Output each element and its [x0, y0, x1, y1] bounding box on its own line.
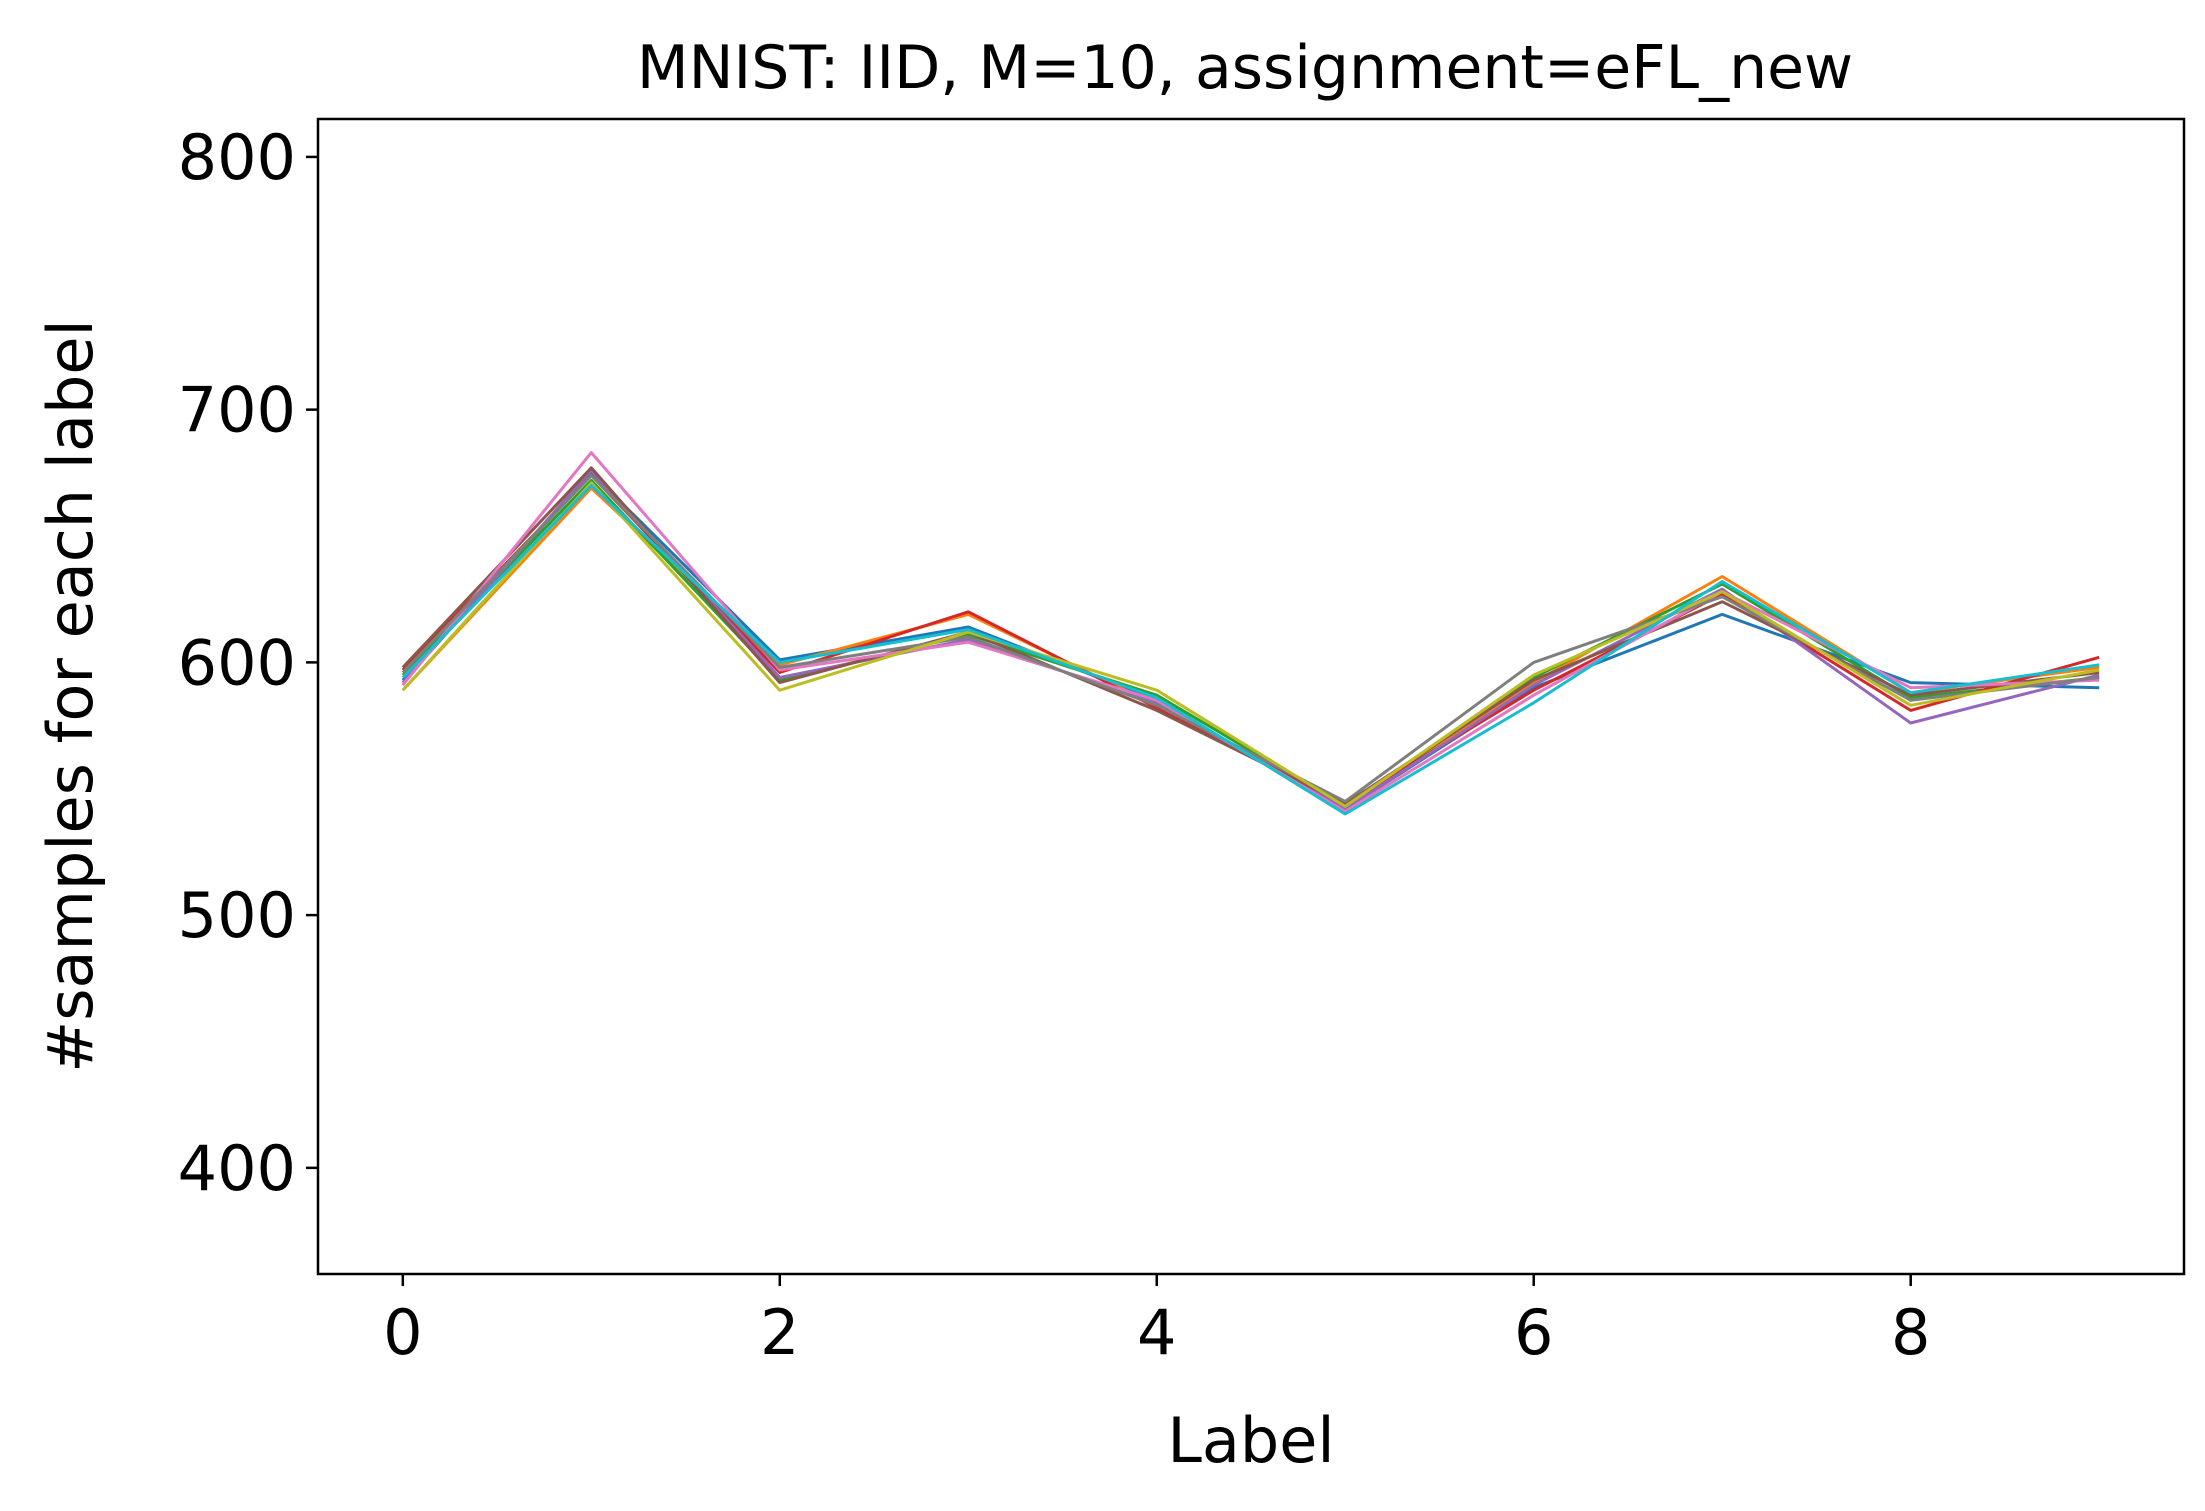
series-line-10	[401, 484, 2100, 816]
y-tick-label: 500	[178, 879, 296, 952]
plot-frame	[316, 117, 2186, 1276]
x-tick-label: 2	[760, 1296, 799, 1369]
series-layer	[401, 451, 2100, 816]
chart-title: MNIST: IID, M=10, assignment=eFL_new	[637, 33, 1853, 103]
series-line-8	[401, 473, 2100, 803]
y-tick-label: 400	[178, 1132, 296, 1205]
y-tick-label: 700	[178, 374, 296, 447]
series-line-9	[401, 481, 2100, 808]
x-tick-label: 4	[1137, 1296, 1176, 1369]
y-tick-label: 800	[178, 121, 296, 194]
x-axis: 0 2 4 6 8	[383, 1274, 1930, 1369]
y-axis-label: #samples for each label	[34, 319, 107, 1073]
y-tick-label: 600	[178, 626, 296, 699]
x-tick-label: 0	[383, 1296, 422, 1369]
y-axis: 400 500 600 700 800	[178, 121, 318, 1205]
x-tick-label: 8	[1891, 1296, 1930, 1369]
x-axis-label: Label	[1167, 1404, 1334, 1477]
x-tick-label: 6	[1514, 1296, 1553, 1369]
